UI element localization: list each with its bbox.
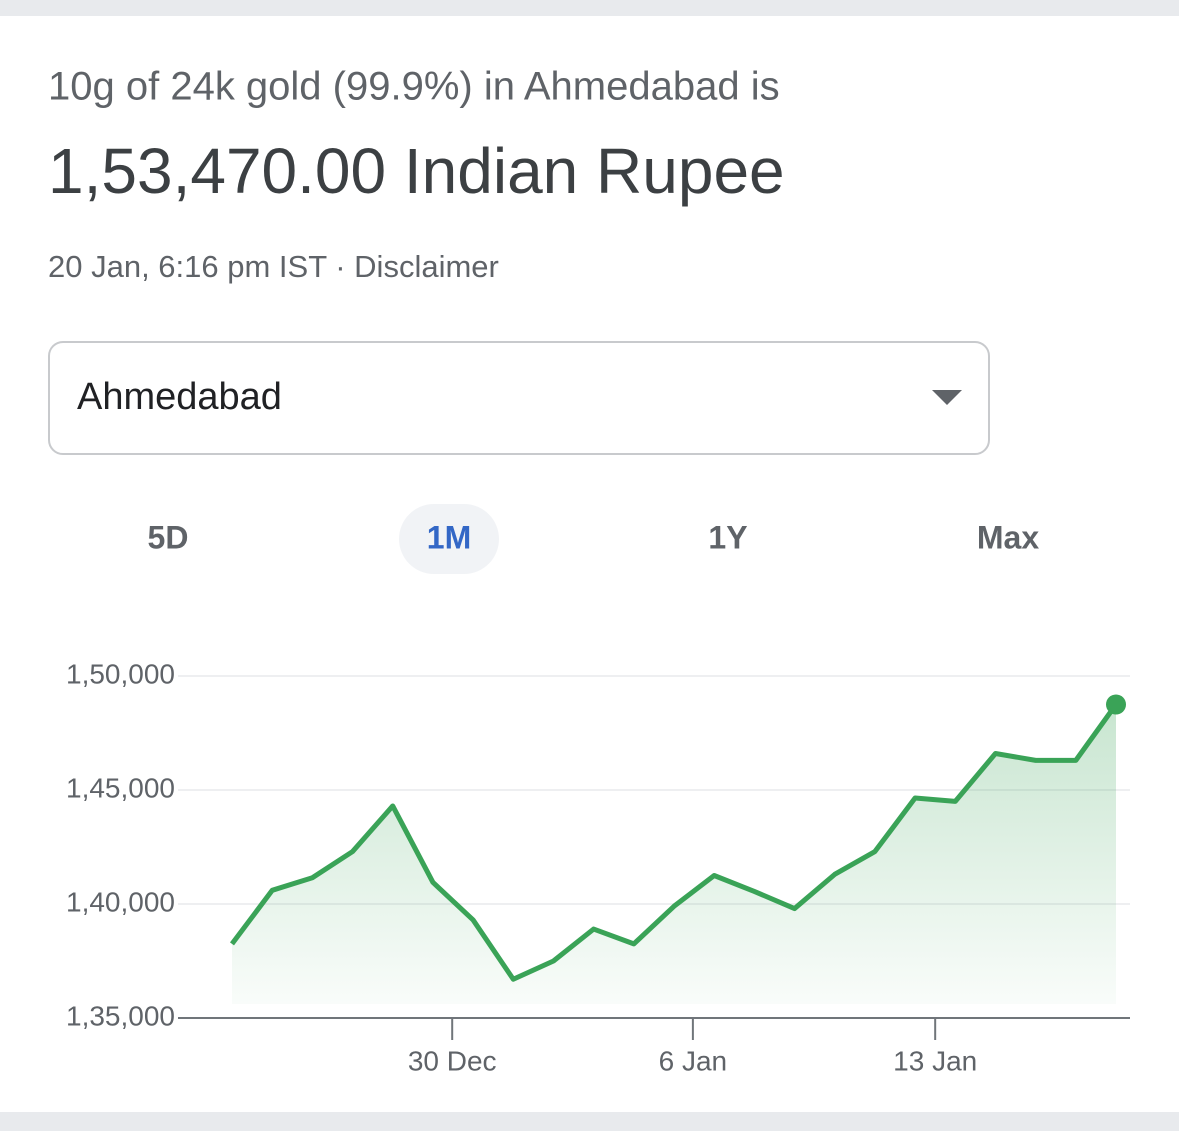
tab[interactable]: 1Y: [708, 519, 747, 555]
bottom-bar: [0, 1112, 1179, 1131]
x-tick-label: 13 Jan: [893, 1045, 977, 1076]
dropdown[interactable]: Ahmedabad: [48, 341, 990, 455]
separator: ·: [335, 249, 345, 284]
timestamp-line: 20 Jan, 6:16 pm IST · Disclaimer: [48, 249, 499, 284]
tab[interactable]: Max: [977, 519, 1039, 555]
price-line: [229, 703, 1119, 982]
x-tick-label: 30 Dec: [408, 1045, 497, 1076]
price: 1,53,470.00 Indian Rupee: [48, 135, 785, 207]
y-tick-label: 1,40,000: [66, 886, 175, 917]
timestamp: 20 Jan, 6:16 pm IST: [48, 249, 327, 284]
subtitle: 10g of 24k gold (99.9%) in Ahmedabad is: [48, 65, 780, 109]
top-bar: [0, 0, 1179, 16]
end-dot: [1106, 694, 1126, 715]
dropdown-value[interactable]: Ahmedabad: [77, 376, 282, 418]
chart: 1,35,000 1,40,000 1,45,000 1,50,000 30 Dec 6 …: [66, 658, 1130, 1076]
y-tick-label: 1,45,000: [66, 772, 175, 803]
tab-highlight[interactable]: [399, 504, 499, 574]
disclaimer-link[interactable]: Disclaimer: [354, 249, 499, 284]
area: [232, 704, 1116, 1004]
range-tabs: 5D 1M 1Y Max: [148, 504, 1039, 574]
tab[interactable]: 5D: [148, 519, 189, 555]
y-tick-label: 1,50,000: [66, 658, 175, 689]
y-tick-label: 1,35,000: [66, 1000, 175, 1031]
dropdown-box[interactable]: [48, 341, 990, 455]
x-tick-label: 6 Jan: [659, 1045, 728, 1076]
dropdown-arrow[interactable]: [932, 390, 962, 405]
tab[interactable]: 1M: [427, 519, 471, 555]
